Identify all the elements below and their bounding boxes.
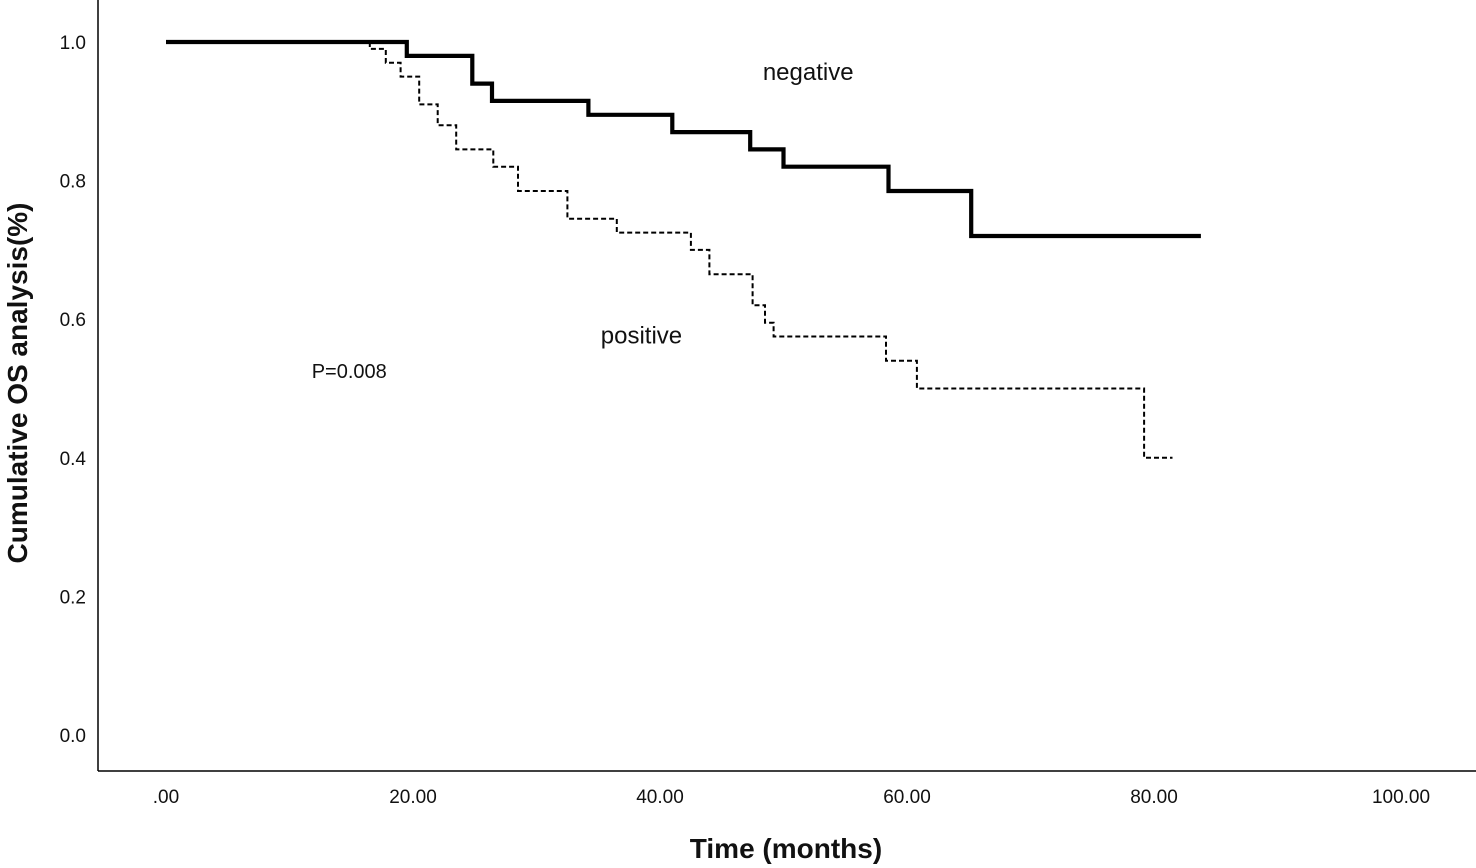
- x-axis-ticks: .00 20.00 40.00 60.00 80.00 100.00: [153, 787, 1430, 808]
- x-axis-title: Time (months): [690, 833, 882, 864]
- series-line-positive: [368, 42, 1173, 459]
- series-group: [166, 39, 1201, 459]
- annotation-group: negative positive P=0.008: [312, 59, 854, 383]
- series-label-negative: negative: [763, 59, 854, 86]
- y-tick-label: 0.8: [60, 172, 86, 193]
- y-axis-ticks: 0.0 0.2 0.4 0.6 0.8 1.0: [60, 33, 87, 747]
- y-tick-label: 0.2: [60, 587, 86, 608]
- p-value-label: P=0.008: [312, 361, 387, 383]
- x-tick-label: 40.00: [636, 787, 684, 808]
- x-tick-label: 80.00: [1130, 787, 1178, 808]
- x-tick-label: .00: [153, 787, 179, 808]
- x-tick-label: 20.00: [389, 787, 437, 808]
- y-tick-label: 0.6: [60, 310, 86, 331]
- y-axis-title: Cumulative OS analysis(%): [2, 202, 33, 563]
- y-tick-label: 0.4: [60, 449, 87, 470]
- y-tick-label: 0.0: [60, 726, 86, 747]
- x-tick-label: 60.00: [883, 787, 931, 808]
- series-label-positive: positive: [601, 322, 682, 349]
- series-line-negative: [166, 39, 1201, 239]
- x-tick-label: 100.00: [1372, 787, 1430, 808]
- y-tick-label: 1.0: [60, 33, 86, 54]
